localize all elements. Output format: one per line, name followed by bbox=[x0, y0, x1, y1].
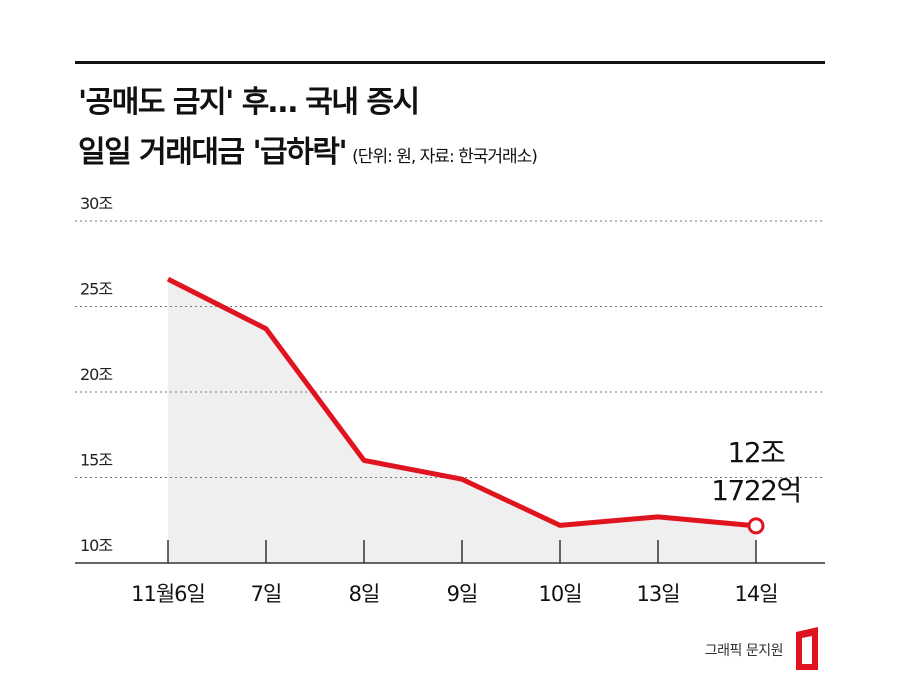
y-tick-label: 15조 bbox=[80, 451, 112, 470]
x-tick-label: 10일 bbox=[538, 582, 581, 606]
logo-inner bbox=[802, 636, 812, 664]
y-tick-label: 10조 bbox=[80, 536, 112, 555]
x-tick-label: 13일 bbox=[636, 582, 679, 606]
x-tick-label: 8일 bbox=[349, 582, 380, 606]
x-tick-label: 7일 bbox=[251, 582, 282, 606]
y-tick-label: 30조 bbox=[80, 194, 112, 213]
chart-title-line: 일일 거래대금 '급하락' (단위: 원, 자료: 한국거래소) bbox=[78, 135, 537, 170]
area bbox=[168, 279, 756, 563]
value-label: 1722억 bbox=[711, 474, 801, 507]
logo bbox=[796, 627, 818, 670]
x-tick-label: 9일 bbox=[447, 582, 478, 606]
chart-subtitle: (단위: 원, 자료: 한국거래소) bbox=[352, 147, 537, 167]
y-tick-label: 25조 bbox=[80, 280, 112, 299]
x-tick-label: 11월6일 bbox=[131, 582, 205, 606]
line bbox=[166, 276, 757, 529]
plot-area: 10조 15조 20조 25조 30조 11월6일 7일 8일 9일 10일 13일 14일 12조 17… bbox=[75, 194, 825, 606]
credit: 그래픽 문지원 bbox=[705, 643, 783, 659]
title-rule bbox=[75, 61, 825, 64]
value-label: 12조 bbox=[728, 436, 786, 469]
chart-title-line: '공매도 금지' 후… 국내 증시 bbox=[78, 85, 419, 120]
point-marker bbox=[747, 517, 765, 535]
y-tick-label: 20조 bbox=[80, 365, 112, 384]
x-tick-label: 14일 bbox=[734, 582, 777, 606]
chart-title-line: 일일 거래대금 '급하락' bbox=[78, 135, 346, 170]
